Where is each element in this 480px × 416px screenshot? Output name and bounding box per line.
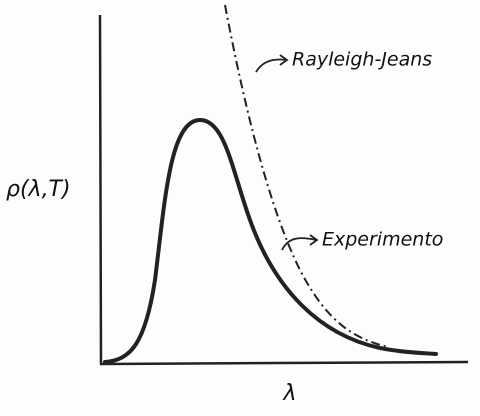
x-axis-label: λ <box>282 381 296 406</box>
curve-label: Experimento <box>322 229 443 251</box>
curve-label: Rayleigh-Jeans <box>292 49 432 71</box>
diagram: Rayleigh-Jeans Experimento ρ(λ,T) λ <box>0 0 480 416</box>
y-axis <box>100 15 101 365</box>
y-axis-label: ρ(λ,T) <box>6 177 71 202</box>
page: {"axes": {"y_label": "ρ(λ,T)", "x_label"… <box>0 0 480 416</box>
